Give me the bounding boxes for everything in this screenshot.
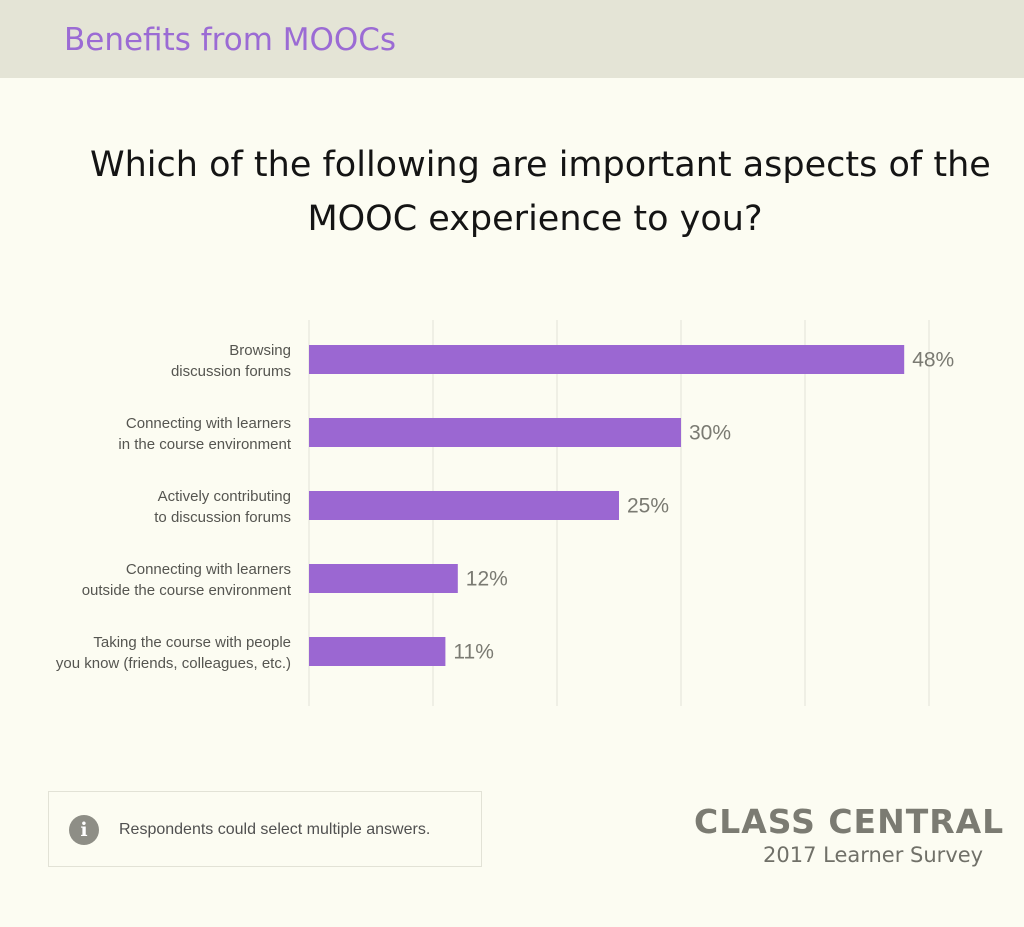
category-label-4-line-1: you know (friends, colleagues, etc.) bbox=[56, 655, 291, 672]
note-box: i Respondents could select multiple answ… bbox=[48, 791, 482, 867]
value-label-2: 25% bbox=[627, 495, 669, 518]
bar-chart: 48% Browsing discussion forums 30% Connectin… bbox=[56, 320, 954, 706]
info-icon: i bbox=[69, 815, 99, 845]
category-label-0-line-0: Browsing bbox=[229, 342, 291, 359]
category-label-2-line-1: to discussion forums bbox=[154, 509, 291, 526]
header-title: Benefits from MOOCs bbox=[64, 22, 397, 58]
bar-4 bbox=[309, 637, 446, 666]
bar-0 bbox=[309, 345, 905, 374]
note-text: Respondents could select multiple answer… bbox=[119, 821, 431, 838]
value-label-1: 30% bbox=[689, 422, 731, 445]
bar-3 bbox=[309, 564, 458, 593]
category-label-1-line-1: in the course environment bbox=[118, 436, 291, 453]
brand-subtitle: 2017 Learner Survey bbox=[763, 843, 984, 867]
brand-logo: CLASS CENTRAL bbox=[694, 802, 1005, 841]
category-label-0-line-1: discussion forums bbox=[171, 363, 291, 380]
category-label-1-line-0: Connecting with learners bbox=[126, 415, 291, 432]
category-label-4-line-0: Taking the course with people bbox=[93, 634, 291, 651]
bar-1 bbox=[309, 418, 681, 447]
chart-question: Which of the following are important asp… bbox=[90, 138, 991, 246]
category-label-3-line-0: Connecting with learners bbox=[126, 561, 291, 578]
category-label-2-line-0: Actively contributing bbox=[158, 488, 291, 505]
category-label-3-line-1: outside the course environment bbox=[82, 582, 292, 599]
question-line-2: MOOC experience to you? bbox=[307, 199, 763, 239]
value-label-4: 11% bbox=[453, 641, 493, 664]
value-label-3: 12% bbox=[466, 568, 508, 591]
value-label-0: 48% bbox=[912, 349, 954, 372]
question-line-1: Which of the following are important asp… bbox=[90, 145, 991, 185]
header-bar: Benefits from MOOCs bbox=[0, 0, 1024, 78]
bar-2 bbox=[309, 491, 619, 520]
